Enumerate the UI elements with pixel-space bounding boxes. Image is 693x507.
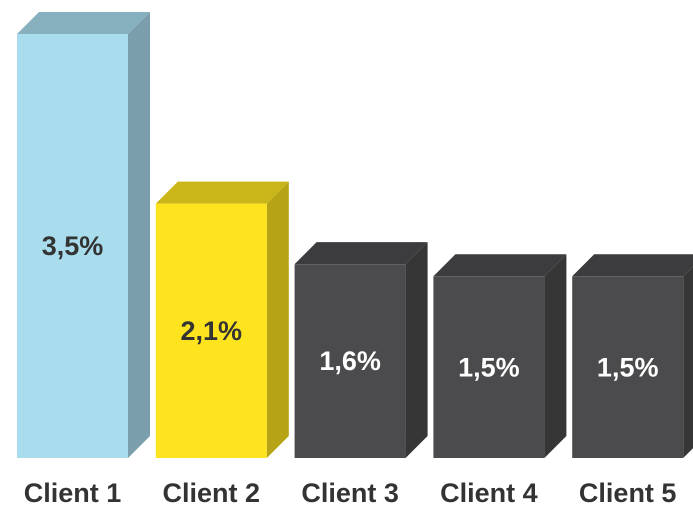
value-label: 2,1% xyxy=(181,316,243,346)
bar xyxy=(155,203,267,458)
x-tick-label: Client 3 xyxy=(301,478,399,507)
bar-side xyxy=(544,254,567,458)
bar-top xyxy=(17,12,150,34)
x-tick-label: Client 5 xyxy=(579,478,677,507)
bar-side xyxy=(266,181,289,458)
value-label: 1,5% xyxy=(597,352,659,382)
bar-top xyxy=(155,181,289,204)
x-tick-label: Client 1 xyxy=(24,478,122,507)
bar-side xyxy=(683,266,693,458)
x-tick-label: Client 4 xyxy=(440,478,538,507)
bar xyxy=(294,264,406,458)
bar-top xyxy=(572,254,693,277)
value-label: 3,5% xyxy=(42,231,104,261)
x-tick-label: Client 2 xyxy=(163,478,261,507)
bar-side xyxy=(405,242,428,458)
bar-top xyxy=(294,242,428,265)
bar-side xyxy=(128,12,150,458)
value-label: 1,5% xyxy=(458,352,520,382)
bar xyxy=(433,276,545,458)
bar xyxy=(17,34,128,458)
bar-top xyxy=(433,254,567,277)
value-label: 1,6% xyxy=(319,346,381,376)
bar xyxy=(572,276,684,458)
